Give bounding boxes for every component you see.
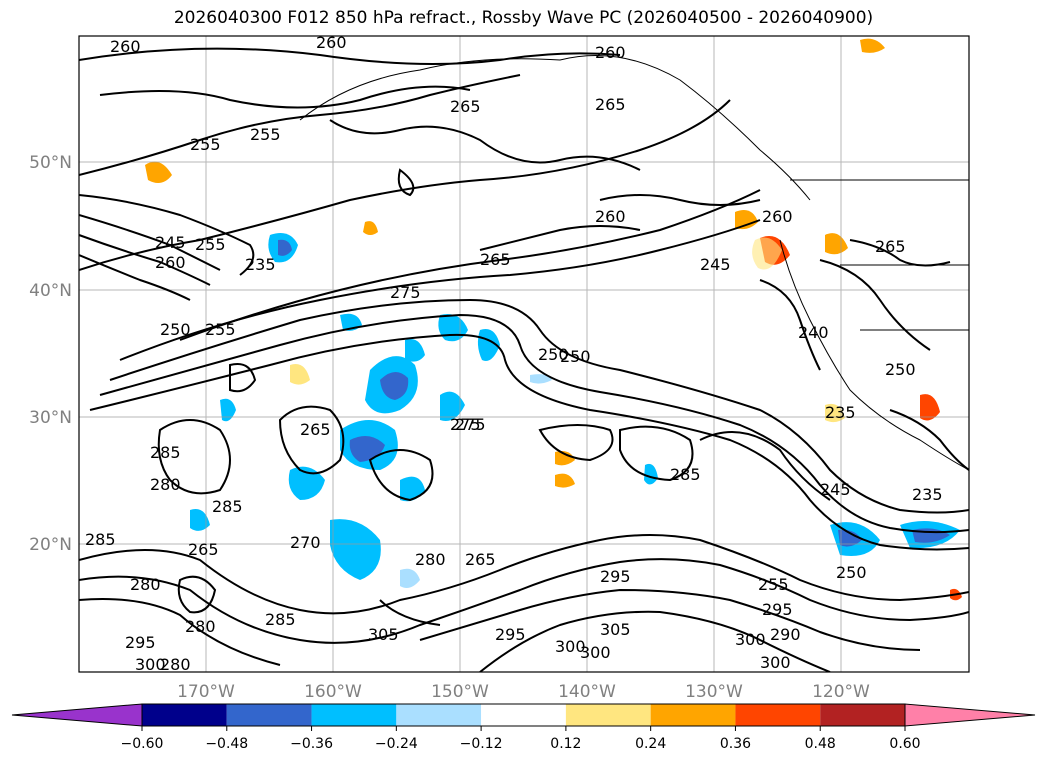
contour-label: 255	[758, 575, 789, 594]
contour-label: 295	[762, 600, 793, 619]
colorbar-segment	[142, 704, 227, 726]
lon-label: 130°W	[685, 682, 743, 702]
colorbar-tick-label: −0.60	[121, 736, 164, 752]
contour-label: 245	[700, 255, 731, 274]
lat-label: 20°N	[29, 535, 72, 555]
contour-label: 265	[300, 420, 331, 439]
colorbar-tick-label: −0.48	[205, 736, 248, 752]
coastlines	[299, 55, 969, 471]
contour-label: 300	[580, 643, 611, 662]
colorbar-tick-label: 0.48	[805, 736, 836, 752]
chart-title: 2026040300 F012 850 hPa refract., Rossby…	[173, 8, 874, 28]
contour-label: 285	[265, 610, 296, 629]
contour-label: 300	[735, 630, 766, 649]
colorbar-segment	[481, 704, 566, 726]
contour-label: 260	[155, 253, 186, 272]
map-border	[78, 35, 970, 673]
colorbar-segment	[565, 704, 651, 726]
contour-label: 270	[290, 533, 321, 552]
colorbar-tick-label: −0.24	[375, 736, 418, 752]
lon-label: 170°W	[177, 682, 235, 702]
contour-label: 235	[245, 255, 276, 274]
contour-label: 240	[798, 323, 829, 342]
colorbar-border	[141, 703, 906, 727]
contour-label: 275	[390, 283, 421, 302]
lat-label: 40°N	[29, 281, 72, 301]
lon-label: 150°W	[431, 682, 489, 702]
contour-label: 265	[450, 97, 481, 116]
contour-label: 255	[195, 235, 226, 254]
contour-label: 235	[912, 485, 943, 504]
contour-label: 265	[465, 550, 496, 569]
lat-label: 30°N	[29, 408, 72, 428]
contour-label: 300	[135, 655, 166, 674]
contour-label: 285	[150, 443, 181, 462]
contour-label: 280	[415, 550, 446, 569]
positive-anomaly-patches	[145, 38, 962, 601]
colorbar-tick-label: −0.12	[460, 736, 503, 752]
contour-label: 295	[125, 633, 156, 652]
colorbar-tick-label: 0.36	[720, 736, 751, 752]
contour-label: 275	[455, 415, 486, 434]
lon-label: 160°W	[304, 682, 362, 702]
contour-label: 255	[205, 320, 236, 339]
colorbar-tick-label: 0.12	[550, 736, 581, 752]
contour-label: 260	[595, 207, 626, 226]
colorbar: −0.60 −0.48 −0.36 −0.24 −0.12 0.12 0.24 0.36 0.4…	[11, 703, 1036, 752]
contour-label: 260	[110, 37, 141, 56]
contour-label: 280	[130, 575, 161, 594]
colorbar-segment	[311, 704, 397, 726]
colorbar-tick-label: 0.24	[635, 736, 666, 752]
colorbar-extend-max	[904, 703, 1036, 727]
graticule	[79, 36, 969, 672]
colorbar-segment	[396, 704, 482, 726]
contour-label: 260	[316, 33, 347, 52]
contour-label: 245	[820, 480, 851, 499]
contour-label: 280	[185, 617, 216, 636]
contour-label: 265	[188, 540, 219, 559]
colorbar-segment	[735, 704, 821, 726]
contour-label: 260	[595, 43, 626, 62]
contour-label: 265	[480, 250, 511, 269]
contour-label: 280	[150, 475, 181, 494]
colorbar-tick-label: −0.36	[290, 736, 333, 752]
lat-label: 50°N	[29, 153, 72, 173]
contour-label: 295	[495, 625, 526, 644]
contour-label: 290	[770, 625, 801, 644]
contour-label: 300	[760, 653, 791, 672]
lon-label: 120°W	[812, 682, 870, 702]
contour-label: 285	[85, 530, 116, 549]
colorbar-segment	[650, 704, 736, 726]
lon-label: 140°W	[558, 682, 616, 702]
contour-label: 305	[600, 620, 631, 639]
contour-label-group: 260 260 260 265 255 255 265 260 265 260 …	[85, 33, 943, 674]
contour-label: 275	[450, 415, 481, 434]
colorbar-segment	[820, 704, 905, 726]
longitude-labels: 170°W 160°W 150°W 140°W 130°W 120°W	[177, 682, 870, 702]
contour-label: 265	[875, 237, 906, 256]
contour-label: 245	[155, 233, 186, 252]
contour-label: 250	[160, 320, 191, 339]
colorbar-segment	[226, 704, 312, 726]
contour-lines	[79, 47, 969, 672]
contour-label: 235	[825, 403, 856, 422]
contour-label: 305	[368, 625, 399, 644]
contour-label: 250	[836, 563, 867, 582]
colorbar-extend-min	[11, 703, 143, 727]
contour-label: 295	[600, 567, 631, 586]
contour-label: 285	[212, 497, 243, 516]
latitude-labels: 50°N 40°N 30°N 20°N	[29, 153, 72, 555]
contour-label: 300	[555, 637, 586, 656]
contour-label: 280	[160, 655, 191, 674]
contour-label: 255	[250, 125, 281, 144]
contour-label: 250	[885, 360, 916, 379]
contour-label: 265	[595, 95, 626, 114]
contour-label: 260	[762, 207, 793, 226]
contour-label: 250	[538, 345, 569, 364]
contour-label: 250	[560, 347, 591, 366]
contour-label: 255	[190, 135, 221, 154]
colorbar-tick-label: 0.60	[889, 736, 920, 752]
contour-label: 285	[670, 465, 701, 484]
